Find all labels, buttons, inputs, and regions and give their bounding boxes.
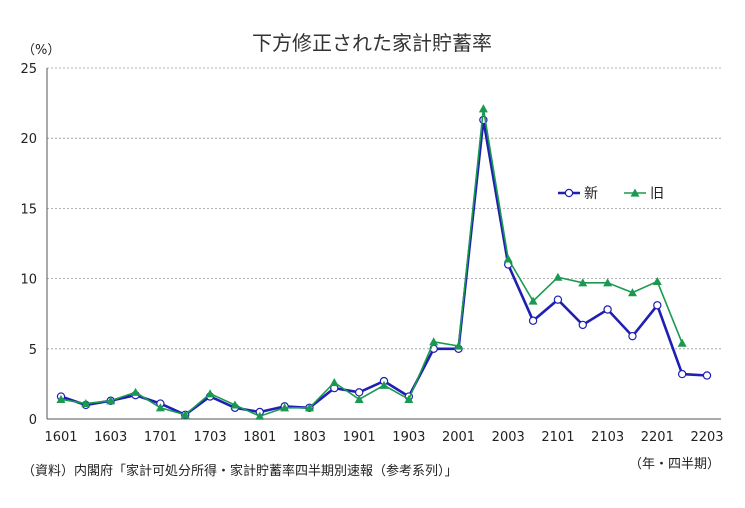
source-note: （資料）内閣府「家計可処分所得・家計貯蓄率四半期別速報（参考系列）」 bbox=[22, 463, 458, 479]
data-point bbox=[652, 276, 662, 286]
chart-title: 下方修正された家計貯蓄率 bbox=[252, 31, 492, 55]
x-tick-label: 2101 bbox=[541, 430, 574, 445]
legend-marker bbox=[564, 188, 574, 198]
data-point bbox=[354, 394, 364, 403]
data-point bbox=[578, 320, 587, 330]
data-point bbox=[280, 403, 290, 412]
data-point bbox=[81, 399, 91, 408]
data-point bbox=[627, 288, 637, 297]
data-point bbox=[677, 338, 687, 347]
y-tick-label: 5 bbox=[29, 343, 37, 358]
y-tick-label: 25 bbox=[20, 62, 37, 77]
axes bbox=[46, 68, 721, 420]
x-tick-label: 2201 bbox=[641, 430, 674, 445]
x-tick-label: 1701 bbox=[144, 430, 177, 445]
data-point bbox=[429, 337, 439, 346]
data-point bbox=[528, 316, 538, 325]
legend-entry: 新 bbox=[558, 186, 598, 202]
data-point bbox=[255, 411, 265, 420]
y-tick-label: 0 bbox=[29, 413, 37, 428]
data-point bbox=[180, 410, 190, 419]
grid-lines bbox=[47, 67, 721, 350]
data-point bbox=[702, 371, 712, 380]
legend: 新旧 bbox=[558, 186, 664, 202]
data-point bbox=[155, 403, 165, 412]
x-tick-label: 2203 bbox=[690, 430, 723, 445]
data-point bbox=[503, 254, 513, 263]
data-point bbox=[553, 272, 563, 281]
x-tick-label: 1803 bbox=[293, 430, 326, 445]
x-axis-unit: （年・四半期） bbox=[629, 457, 720, 472]
data-point bbox=[578, 278, 588, 287]
data-point bbox=[304, 403, 314, 412]
x-tick-label: 1901 bbox=[343, 430, 376, 445]
data-point bbox=[379, 380, 389, 389]
data-point bbox=[230, 400, 240, 409]
x-tick-label: 1801 bbox=[243, 430, 276, 445]
data-point bbox=[131, 387, 141, 396]
data-point bbox=[329, 377, 339, 387]
data-point bbox=[106, 396, 116, 405]
x-tick-label: 1601 bbox=[44, 430, 77, 445]
legend-entry: 旧 bbox=[624, 186, 664, 202]
data-point bbox=[677, 369, 687, 379]
data-point bbox=[478, 104, 488, 113]
x-tick-label: 1603 bbox=[94, 430, 127, 445]
series-1 bbox=[56, 115, 712, 419]
data-point bbox=[603, 305, 612, 314]
y-tick-label: 20 bbox=[20, 132, 37, 147]
x-tick-labels: 1601 1603 1701 1703 1801 1803 1901 1903 2001 2003… bbox=[44, 430, 723, 445]
data-point bbox=[553, 295, 563, 304]
legend-label: 旧 bbox=[650, 186, 664, 202]
legend-marker bbox=[630, 188, 640, 197]
data-point bbox=[56, 394, 66, 403]
x-tick-label: 2103 bbox=[591, 430, 624, 445]
data-point bbox=[628, 331, 637, 341]
x-tick-label: 2003 bbox=[492, 430, 525, 445]
series-line bbox=[60, 108, 683, 418]
y-axis-unit: （%） bbox=[22, 43, 60, 58]
series-line bbox=[60, 119, 708, 417]
data-point bbox=[653, 301, 662, 310]
legend-label: 新 bbox=[584, 186, 598, 202]
data-point bbox=[528, 296, 538, 305]
data-point bbox=[454, 341, 464, 350]
series bbox=[56, 104, 712, 420]
y-tick-label: 10 bbox=[20, 273, 37, 288]
data-point bbox=[603, 278, 613, 287]
series-2 bbox=[56, 104, 687, 420]
data-point bbox=[404, 394, 414, 403]
x-tick-label: 1703 bbox=[194, 430, 227, 445]
y-tick-labels: 0 5 10 15 20 25 bbox=[20, 62, 37, 428]
x-tick-label: 1903 bbox=[392, 430, 425, 445]
y-tick-label: 15 bbox=[20, 202, 37, 217]
data-point bbox=[205, 389, 215, 398]
x-tick-label: 2001 bbox=[442, 430, 475, 445]
